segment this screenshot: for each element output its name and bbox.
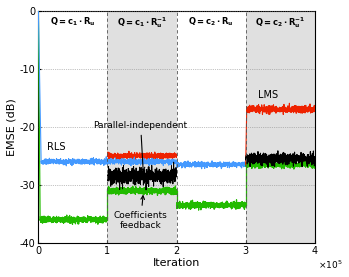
Text: $\mathbf{Q = c_1 \cdot R_u}$: $\mathbf{Q = c_1 \cdot R_u}$ bbox=[50, 16, 96, 28]
Bar bbox=[246, 11, 315, 243]
Bar bbox=[38, 11, 107, 243]
Bar bbox=[107, 11, 177, 243]
Text: RLS: RLS bbox=[47, 142, 65, 152]
Text: LMS: LMS bbox=[258, 90, 278, 100]
Bar bbox=[177, 11, 246, 243]
Text: $\times10^5$: $\times10^5$ bbox=[318, 259, 342, 271]
Y-axis label: EMSE (dB): EMSE (dB) bbox=[7, 98, 17, 156]
Text: Parallel-independent: Parallel-independent bbox=[94, 121, 188, 171]
Text: $\mathbf{Q = c_2 \cdot R_u^{-1}}$: $\mathbf{Q = c_2 \cdot R_u^{-1}}$ bbox=[255, 16, 305, 30]
Text: $\mathbf{Q = c_2 \cdot R_u}$: $\mathbf{Q = c_2 \cdot R_u}$ bbox=[188, 16, 234, 28]
Text: Coefficients
feedback: Coefficients feedback bbox=[114, 196, 168, 230]
X-axis label: Iteration: Iteration bbox=[153, 258, 200, 268]
Text: $\mathbf{Q = c_1 \cdot R_u^{-1}}$: $\mathbf{Q = c_1 \cdot R_u^{-1}}$ bbox=[117, 16, 167, 30]
